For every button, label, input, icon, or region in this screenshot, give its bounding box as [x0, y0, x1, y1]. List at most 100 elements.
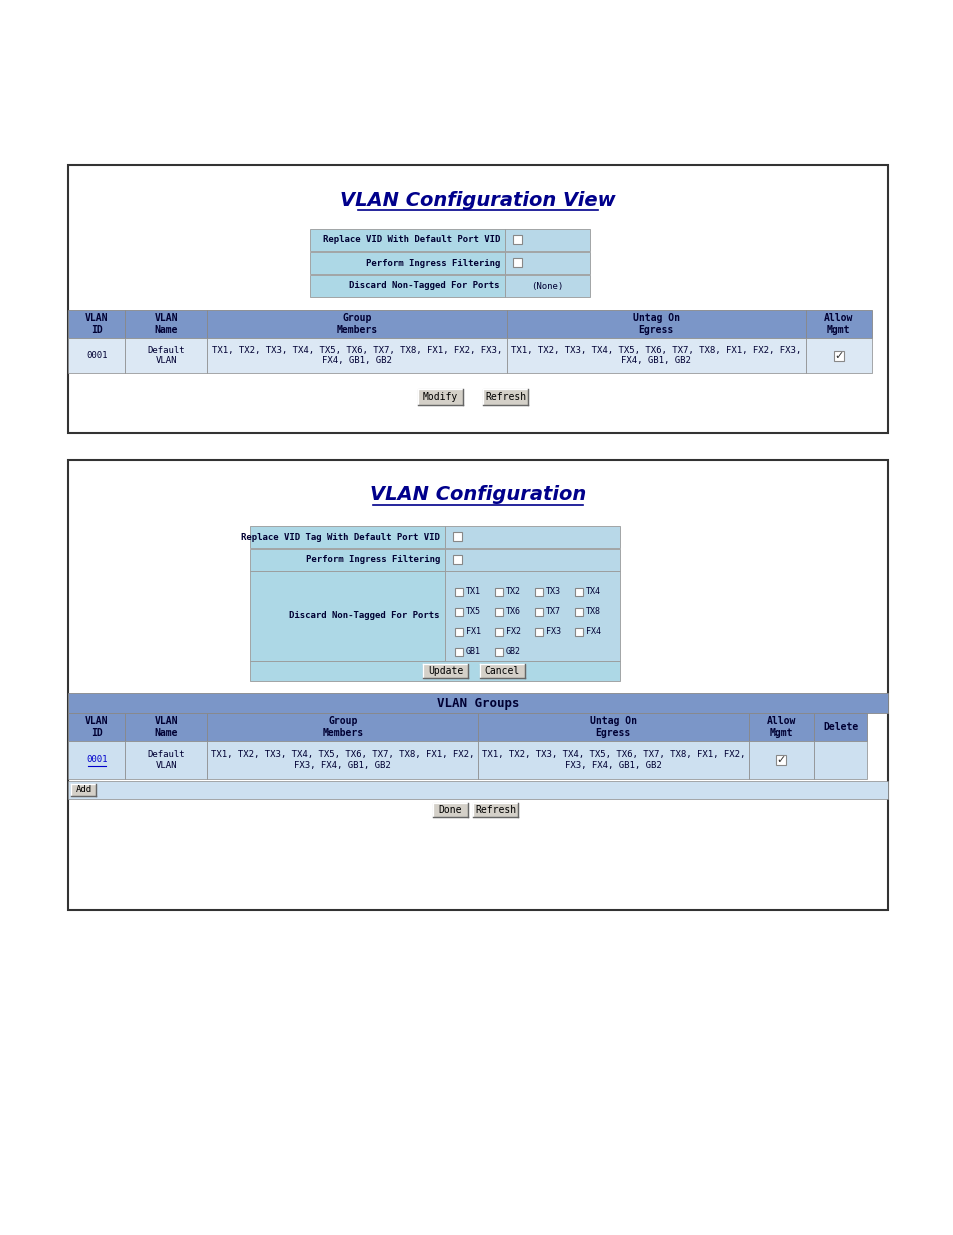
Text: TX1, TX2, TX3, TX4, TX5, TX6, TX7, TX8, FX1, FX2, FX3,
FX4, GB1, GB2: TX1, TX2, TX3, TX4, TX5, TX6, TX7, TX8, …: [212, 346, 501, 366]
Text: Done: Done: [438, 805, 462, 815]
Text: 0001: 0001: [86, 351, 108, 359]
Bar: [207, 741, 477, 779]
Text: Discard Non-Tagged For Ports: Discard Non-Tagged For Ports: [289, 611, 439, 620]
Text: FX1: FX1: [465, 627, 480, 636]
Text: FX2: FX2: [505, 627, 520, 636]
Text: Delete: Delete: [822, 722, 858, 732]
Text: VLAN Configuration View: VLAN Configuration View: [340, 190, 616, 210]
Bar: [495, 629, 502, 636]
Bar: [68, 781, 887, 799]
Bar: [68, 459, 887, 910]
Bar: [250, 571, 444, 661]
Bar: [453, 555, 461, 564]
Bar: [482, 389, 527, 405]
Text: VLAN Configuration: VLAN Configuration: [370, 485, 585, 505]
Bar: [433, 803, 468, 818]
Bar: [71, 784, 96, 797]
Text: Refresh: Refresh: [484, 391, 525, 403]
Text: VLAN
Name: VLAN Name: [154, 716, 178, 737]
Bar: [748, 713, 813, 741]
Bar: [422, 664, 468, 678]
Bar: [776, 755, 785, 764]
Text: Allow
Mgmt: Allow Mgmt: [766, 716, 795, 737]
Bar: [310, 275, 504, 296]
Bar: [833, 351, 842, 361]
Bar: [506, 310, 805, 338]
Bar: [455, 629, 462, 636]
Bar: [535, 629, 542, 636]
Bar: [504, 252, 589, 274]
Text: Untag On
Egress: Untag On Egress: [589, 716, 637, 737]
Bar: [207, 713, 477, 741]
Text: Group
Members: Group Members: [322, 716, 363, 737]
Text: Group
Members: Group Members: [336, 314, 377, 335]
Bar: [444, 571, 619, 661]
Bar: [250, 661, 619, 680]
Text: ✓: ✓: [833, 351, 842, 361]
Bar: [575, 629, 582, 636]
Text: VLAN
ID: VLAN ID: [85, 314, 109, 335]
Bar: [68, 310, 125, 338]
Bar: [477, 713, 748, 741]
Bar: [455, 648, 462, 656]
Text: TX6: TX6: [505, 608, 520, 616]
Bar: [805, 338, 871, 373]
Text: Perform Ingress Filtering: Perform Ingress Filtering: [305, 556, 439, 564]
Bar: [479, 664, 524, 678]
Bar: [310, 228, 504, 251]
Bar: [535, 588, 542, 597]
Text: Discard Non-Tagged For Ports: Discard Non-Tagged For Ports: [349, 282, 499, 290]
Bar: [748, 741, 813, 779]
Bar: [813, 741, 866, 779]
Text: TX2: TX2: [505, 588, 520, 597]
Bar: [504, 228, 589, 251]
Text: Default
VLAN: Default VLAN: [148, 751, 185, 769]
Text: Allow
Mgmt: Allow Mgmt: [823, 314, 853, 335]
Bar: [455, 588, 462, 597]
Bar: [455, 608, 462, 616]
Text: TX3: TX3: [545, 588, 560, 597]
Text: Add: Add: [75, 785, 91, 794]
Text: Refresh: Refresh: [475, 805, 516, 815]
Text: Untag On
Egress: Untag On Egress: [632, 314, 679, 335]
Bar: [417, 389, 462, 405]
Text: Perform Ingress Filtering: Perform Ingress Filtering: [365, 258, 499, 268]
Text: TX4: TX4: [585, 588, 600, 597]
Text: FX3: FX3: [545, 627, 560, 636]
Bar: [125, 338, 207, 373]
Bar: [575, 608, 582, 616]
Bar: [513, 235, 521, 245]
Bar: [250, 526, 444, 548]
Bar: [125, 310, 207, 338]
Bar: [535, 608, 542, 616]
Text: (None): (None): [531, 282, 563, 290]
Bar: [207, 310, 506, 338]
Bar: [813, 713, 866, 741]
Bar: [495, 608, 502, 616]
Bar: [575, 588, 582, 597]
Bar: [68, 165, 887, 433]
Text: FX4: FX4: [585, 627, 600, 636]
Text: Replace VID With Default Port VID: Replace VID With Default Port VID: [322, 236, 499, 245]
Bar: [250, 550, 444, 571]
Bar: [473, 803, 517, 818]
Bar: [513, 258, 521, 267]
Bar: [453, 532, 461, 541]
Bar: [444, 550, 619, 571]
Text: Modify: Modify: [422, 391, 457, 403]
Text: Default
VLAN: Default VLAN: [148, 346, 185, 366]
Text: 0001: 0001: [86, 756, 108, 764]
Bar: [504, 275, 589, 296]
Text: TX1: TX1: [465, 588, 480, 597]
Text: TX1, TX2, TX3, TX4, TX5, TX6, TX7, TX8, FX1, FX2,
FX3, FX4, GB1, GB2: TX1, TX2, TX3, TX4, TX5, TX6, TX7, TX8, …: [481, 751, 744, 769]
Text: GB2: GB2: [505, 647, 520, 657]
Bar: [68, 741, 125, 779]
Text: TX1, TX2, TX3, TX4, TX5, TX6, TX7, TX8, FX1, FX2,
FX3, FX4, GB1, GB2: TX1, TX2, TX3, TX4, TX5, TX6, TX7, TX8, …: [211, 751, 474, 769]
Text: GB1: GB1: [465, 647, 480, 657]
Text: VLAN Groups: VLAN Groups: [436, 697, 518, 709]
Bar: [805, 310, 871, 338]
Bar: [495, 648, 502, 656]
Text: Cancel: Cancel: [484, 666, 519, 676]
Bar: [68, 713, 125, 741]
Bar: [477, 741, 748, 779]
